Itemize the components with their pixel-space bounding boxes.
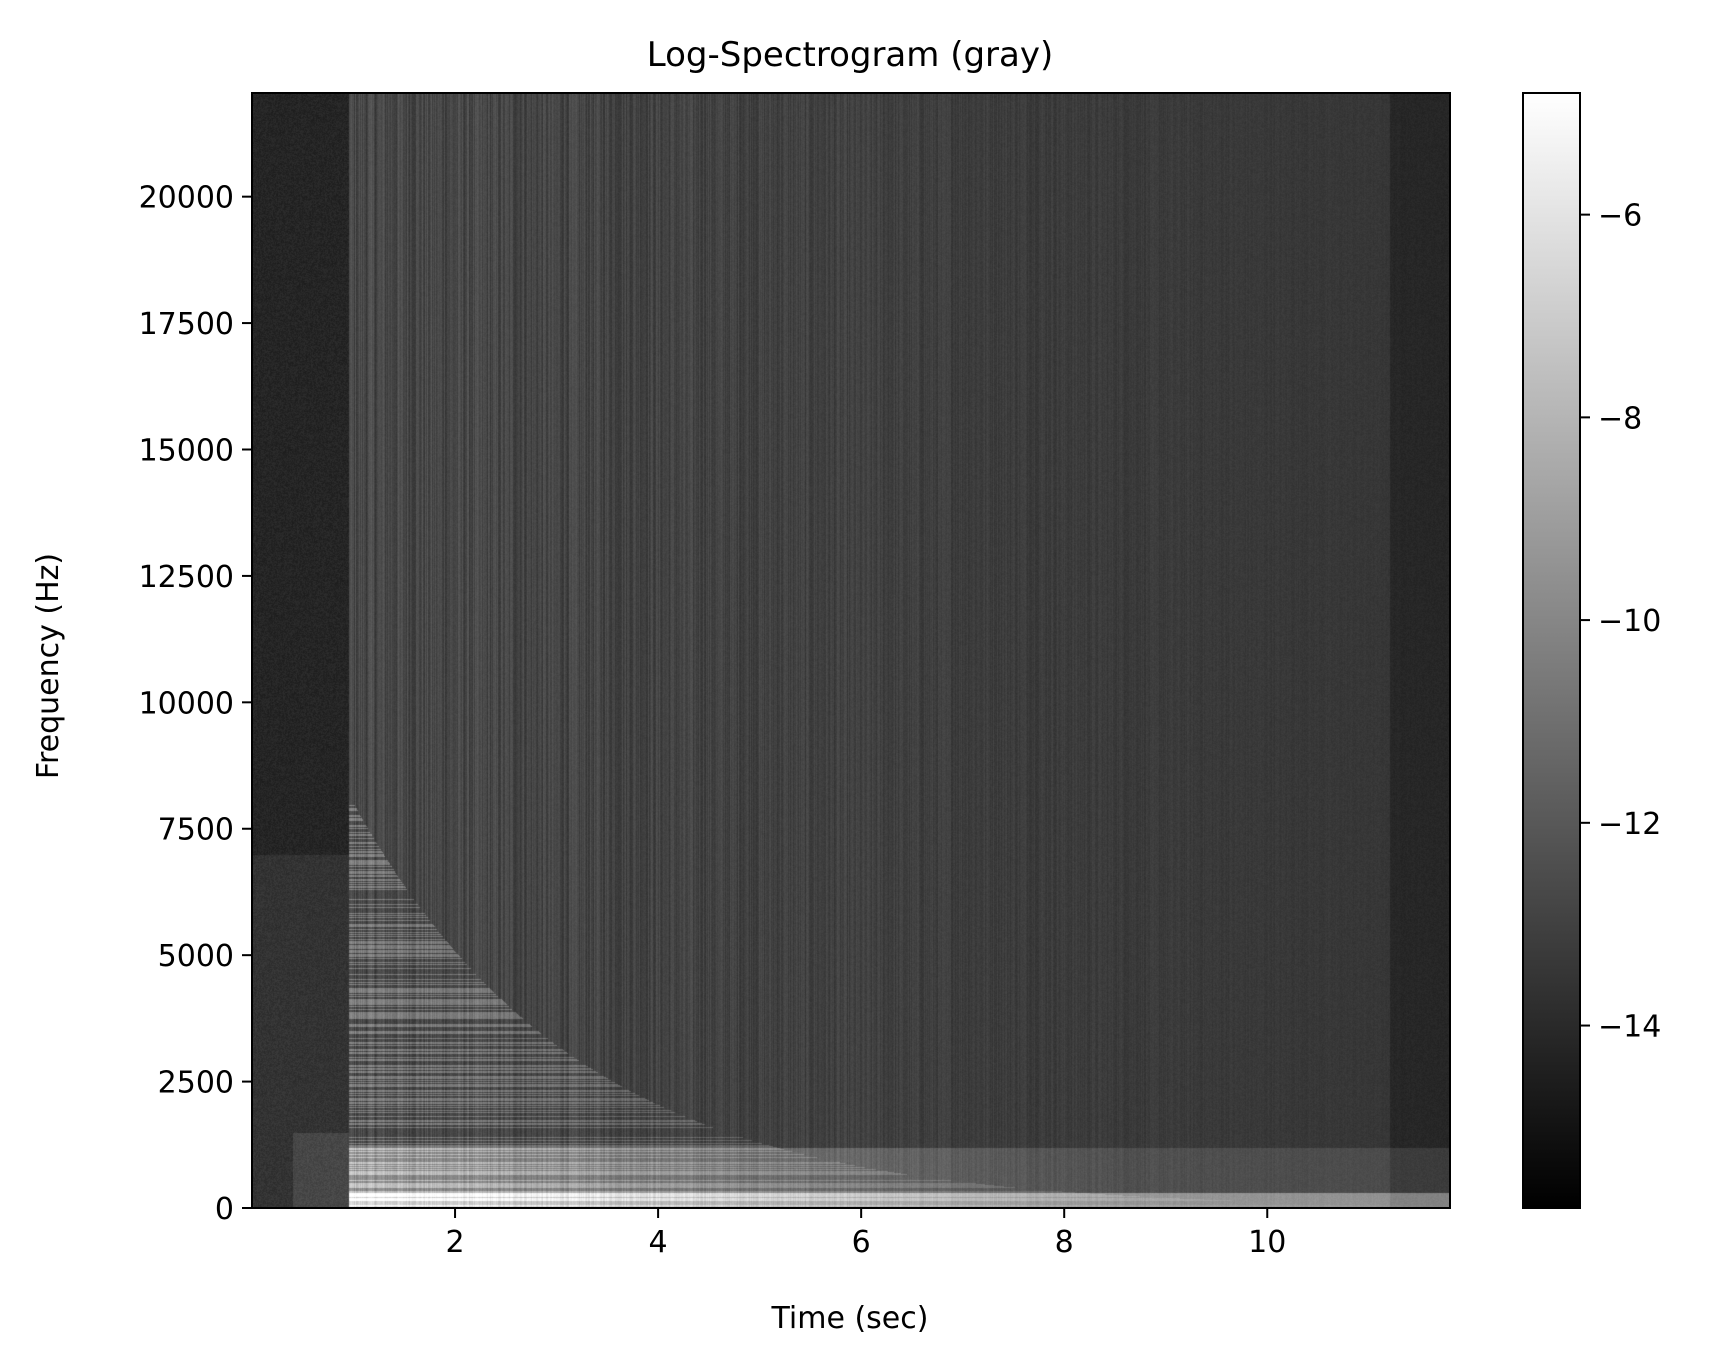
x-tick-label: 4: [649, 1225, 668, 1260]
y-tick-label: 0: [215, 1192, 234, 1227]
y-tick-label: 15000: [139, 433, 234, 468]
y-tick-label: 12500: [139, 560, 234, 595]
chart-title: Log-Spectrogram (gray): [647, 35, 1054, 75]
y-tick-label: 5000: [158, 939, 234, 974]
y-tick-label: 20000: [139, 181, 234, 216]
x-tick-label: 6: [852, 1225, 871, 1260]
colorbar-ticks: −6 −8 −10 −12 −14: [1580, 199, 1661, 1045]
y-tick-label: 17500: [139, 307, 234, 342]
y-tick-label: 7500: [158, 813, 234, 848]
colorbar-tick-label: −8: [1598, 401, 1642, 436]
x-tick-label: 2: [446, 1225, 465, 1260]
plot-frame: [251, 92, 1451, 1209]
colorbar: [1522, 92, 1581, 1209]
x-tick-label: 8: [1055, 1225, 1074, 1260]
colorbar-tick-label: −10: [1598, 604, 1661, 639]
x-tick-label: 10: [1248, 1225, 1286, 1260]
x-axis-label: Time (sec): [771, 1301, 929, 1336]
colorbar-tick-label: −12: [1598, 807, 1661, 842]
x-axis-ticks: 2 4 6 8 10: [446, 1208, 1286, 1260]
spectrogram-heatmap: [252, 93, 1450, 1208]
y-tick-label: 2500: [158, 1066, 234, 1101]
y-axis-label: Frequency (Hz): [31, 553, 66, 779]
colorbar-tick-label: −6: [1598, 199, 1642, 234]
y-axis-ticks: 0 2500 5000 7500 10000 12500 15000 17500 20000: [139, 181, 252, 1227]
y-tick-label: 10000: [139, 686, 234, 721]
colorbar-tick-label: −14: [1598, 1010, 1661, 1045]
spectrogram-image: [252, 93, 1450, 1208]
